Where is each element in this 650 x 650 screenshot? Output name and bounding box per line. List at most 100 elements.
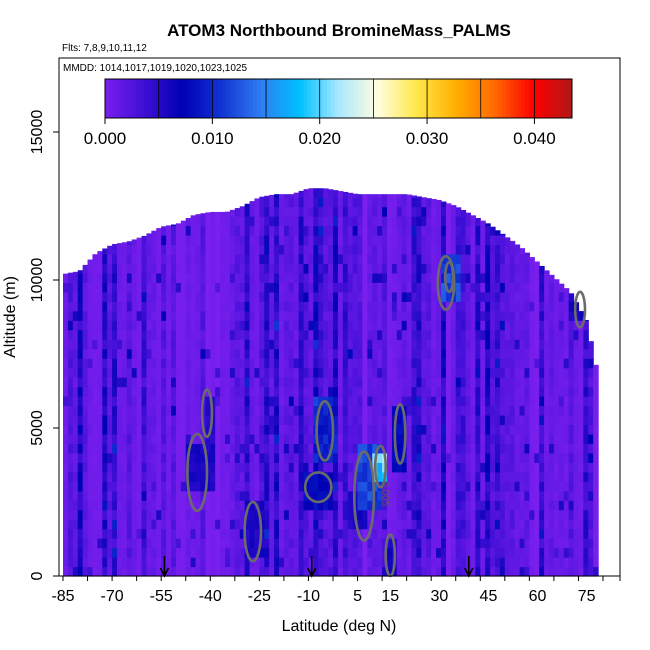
heatmap-cell xyxy=(72,310,79,321)
heatmap-cell xyxy=(465,462,472,473)
heatmap-cell xyxy=(553,279,560,283)
heatmap-cell xyxy=(72,557,79,568)
heatmap-cell xyxy=(568,557,575,568)
heatmap-cell xyxy=(445,272,452,283)
heatmap-cell xyxy=(357,301,364,312)
heatmap-cell xyxy=(269,528,275,539)
heatmap-cell xyxy=(121,377,128,388)
heatmap-cell xyxy=(396,386,403,397)
heatmap-cell xyxy=(485,566,491,577)
heatmap-cell xyxy=(141,424,148,435)
heatmap-cell xyxy=(514,348,521,359)
colorbar-swatch xyxy=(381,79,386,118)
heatmap-cell xyxy=(333,225,339,236)
heatmap-cell xyxy=(205,414,211,426)
heatmap-cell xyxy=(239,500,246,511)
heatmap-cell xyxy=(411,377,418,388)
heatmap-cell xyxy=(357,244,364,255)
heatmap-cell xyxy=(573,377,580,388)
heatmap-cell xyxy=(524,358,530,369)
heatmap-cell xyxy=(249,471,256,482)
heatmap-cell xyxy=(87,377,94,388)
colorbar-swatch xyxy=(268,79,273,118)
heatmap-cell xyxy=(524,348,530,359)
heatmap-cell xyxy=(97,452,103,463)
heatmap-cell xyxy=(117,547,123,558)
heatmap-cell xyxy=(426,481,432,492)
heatmap-cell xyxy=(593,364,599,369)
heatmap-cell xyxy=(495,433,501,444)
heatmap-cell xyxy=(190,462,197,473)
heatmap-cell xyxy=(146,538,152,549)
heatmap-cell xyxy=(578,490,584,501)
heatmap-cell xyxy=(156,566,162,577)
heatmap-cell xyxy=(352,547,359,558)
heatmap-cell xyxy=(406,471,413,482)
heatmap-cell xyxy=(225,424,231,435)
heatmap-cell xyxy=(401,490,408,501)
heatmap-cell xyxy=(372,310,378,321)
heatmap-cell xyxy=(288,358,295,369)
heatmap-cell xyxy=(391,310,398,321)
heatmap-cell xyxy=(558,490,565,501)
heatmap-cell xyxy=(445,433,452,444)
heatmap-cell xyxy=(323,235,329,246)
heatmap-cell xyxy=(568,528,575,539)
heatmap-cell xyxy=(249,235,256,246)
heatmap-cell xyxy=(117,405,123,416)
heatmap-cell xyxy=(578,528,584,539)
heatmap-cell xyxy=(146,377,152,388)
heatmap-cell xyxy=(112,471,118,482)
heatmap-cell xyxy=(229,566,236,577)
heatmap-cell xyxy=(396,206,403,217)
heatmap-cell xyxy=(274,348,280,359)
heatmap-cell xyxy=(455,509,462,520)
heatmap-cell xyxy=(504,433,511,444)
heatmap-cell xyxy=(259,329,265,340)
heatmap-cell xyxy=(141,291,148,302)
heatmap-cell xyxy=(279,433,285,444)
heatmap-cell xyxy=(509,538,516,549)
heatmap-cell xyxy=(229,253,236,265)
heatmap-cell xyxy=(504,443,511,454)
heatmap-cell xyxy=(441,519,447,530)
heatmap-cell xyxy=(406,329,413,340)
heatmap-cell xyxy=(82,272,89,283)
heatmap-cell xyxy=(82,414,89,426)
heatmap-cell xyxy=(333,310,339,321)
heatmap-cell xyxy=(401,216,408,227)
heatmap-cell xyxy=(480,547,486,558)
heatmap-cell xyxy=(387,253,393,265)
heatmap-cell xyxy=(387,225,393,236)
heatmap-cell xyxy=(210,500,216,511)
heatmap-cell xyxy=(342,282,349,293)
heatmap-cell xyxy=(239,235,246,246)
heatmap-cell xyxy=(387,320,393,331)
heatmap-cell xyxy=(318,272,324,283)
heatmap-cell xyxy=(421,197,427,208)
heatmap-plot: 0.005 xyxy=(63,188,599,578)
heatmap-cell xyxy=(382,443,388,454)
heatmap-cell xyxy=(205,405,211,416)
heatmap-cell xyxy=(156,490,162,501)
heatmap-cell xyxy=(519,443,526,454)
heatmap-cell xyxy=(499,367,506,378)
heatmap-cell xyxy=(82,367,89,378)
heatmap-cell xyxy=(67,500,74,511)
colorbar-swatch xyxy=(373,79,378,118)
heatmap-cell xyxy=(357,206,364,217)
heatmap-cell xyxy=(97,386,103,397)
heatmap-cell xyxy=(421,414,427,426)
heatmap-cell xyxy=(220,263,226,274)
heatmap-cell xyxy=(195,282,202,293)
heatmap-cell xyxy=(303,320,310,331)
heatmap-cell xyxy=(377,301,383,312)
heatmap-cell xyxy=(249,538,256,549)
heatmap-cell xyxy=(524,557,530,568)
heatmap-cell xyxy=(63,405,69,416)
heatmap-cell xyxy=(328,329,334,340)
heatmap-cell xyxy=(136,471,143,482)
heatmap-cell xyxy=(205,358,211,369)
heatmap-cell xyxy=(568,433,575,444)
heatmap-cell xyxy=(200,213,206,217)
